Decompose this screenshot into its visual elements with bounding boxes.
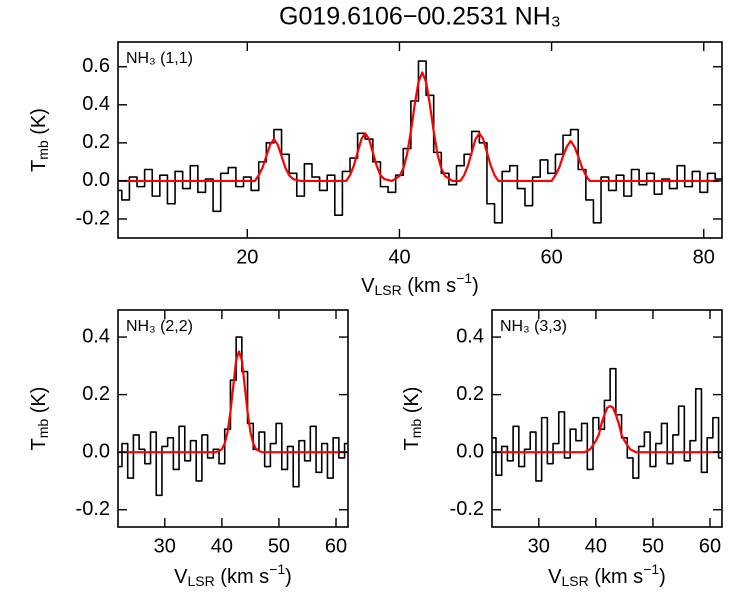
x-axis-label-part: LSR <box>562 573 589 589</box>
x-axis-label-part: −1 <box>643 561 659 577</box>
x-axis-label-part: ) <box>472 275 479 297</box>
y-axis-label-part: (K) <box>401 387 423 419</box>
y-tick-label: 0.4 <box>456 325 484 347</box>
y-axis-label: Tmb (K) <box>401 387 423 451</box>
x-tick-label: 30 <box>528 535 550 557</box>
x-axis-label-part: LSR <box>188 573 215 589</box>
spectrum <box>118 336 348 497</box>
x-tick-label: 60 <box>540 246 562 268</box>
x-axis-label-part: ) <box>285 566 292 588</box>
x-axis-label-part: V <box>361 275 375 297</box>
spectrum <box>492 367 722 482</box>
y-tick-label: -0.2 <box>76 498 110 520</box>
x-axis-label-part: LSR <box>375 282 402 298</box>
x-tick-label: 30 <box>154 535 176 557</box>
x-axis-label-part: −1 <box>456 270 472 286</box>
chart-title: G019.6106−00.2531 NH₃ <box>279 3 561 31</box>
x-tick-label: 50 <box>268 535 290 557</box>
y-axis-label-part: mb <box>35 419 51 439</box>
x-axis-label-part: (km s <box>402 275 456 297</box>
fit-line <box>119 350 348 454</box>
x-tick-label: 80 <box>693 246 715 268</box>
y-axis-label-part: mb <box>408 419 424 439</box>
y-tick-label: 0.4 <box>82 325 110 347</box>
x-axis-label-part: −1 <box>269 561 285 577</box>
y-tick-label: 0.0 <box>456 440 484 462</box>
x-axis-label-part: (km s <box>215 566 269 588</box>
x-tick-label: 50 <box>642 535 664 557</box>
x-tick-label: 60 <box>325 535 347 557</box>
plot-frame <box>491 309 723 528</box>
x-axis-label-part: V <box>174 566 188 588</box>
x-axis-label-part: ) <box>659 566 666 588</box>
fit-line <box>118 71 719 183</box>
y-axis-label-part: T <box>28 160 50 172</box>
panel-label: NH₃ (1,1) <box>126 50 193 67</box>
x-axis-label: VLSR (km s−1) <box>174 561 292 589</box>
x-axis-label-part: (km s <box>589 566 643 588</box>
plot-frame <box>117 309 349 528</box>
panel-label: NH₃ (3,3) <box>500 318 567 335</box>
x-axis-label: VLSR (km s−1) <box>548 561 666 589</box>
x-axis-label-part: V <box>548 566 562 588</box>
y-tick-label: 0.4 <box>82 93 110 115</box>
y-axis-label-part: (K) <box>28 108 50 140</box>
x-tick-label: 40 <box>388 246 410 268</box>
y-tick-label: -0.2 <box>76 207 110 229</box>
y-axis-label-part: mb <box>35 140 51 160</box>
y-tick-label: 0.2 <box>82 383 110 405</box>
plot-frame <box>117 41 723 239</box>
x-tick-label: 60 <box>699 535 721 557</box>
fit-line <box>493 405 722 454</box>
y-tick-label: -0.2 <box>450 498 484 520</box>
y-axis-label: Tmb (K) <box>28 108 50 172</box>
x-tick-label: 20 <box>236 246 258 268</box>
y-axis-label: Tmb (K) <box>28 387 50 451</box>
x-axis-label: VLSR (km s−1) <box>361 270 479 298</box>
y-tick-label: 0.2 <box>82 131 110 153</box>
y-axis-label-part: T <box>28 438 50 450</box>
panel-label: NH₃ (2,2) <box>126 318 193 335</box>
x-tick-label: 40 <box>585 535 607 557</box>
y-tick-label: 0.6 <box>82 55 110 77</box>
y-axis-label-part: (K) <box>28 387 50 419</box>
y-tick-label: 0.2 <box>456 383 484 405</box>
y-tick-label: 0.0 <box>82 440 110 462</box>
y-axis-label-part: T <box>401 438 423 450</box>
x-tick-label: 40 <box>211 535 233 557</box>
y-tick-label: 0.0 <box>82 169 110 191</box>
